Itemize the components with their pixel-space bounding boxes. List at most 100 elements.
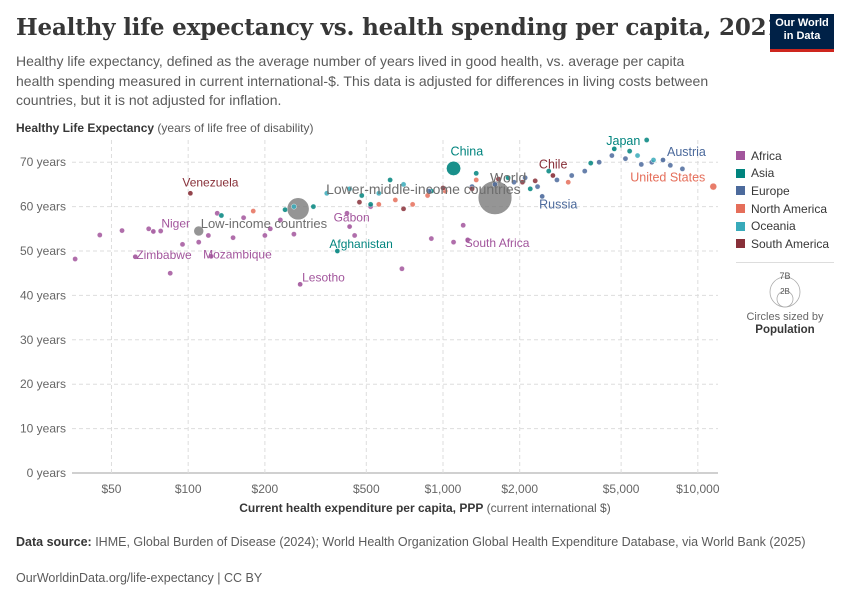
y-tick-label: 50 years xyxy=(20,244,66,258)
footer-url[interactable]: OurWorldinData.org/life-expectancy | CC … xyxy=(16,571,263,585)
y-tick-label: 60 years xyxy=(20,200,66,214)
data-point xyxy=(262,232,268,239)
data-point xyxy=(473,177,480,183)
legend-label: Africa xyxy=(751,148,782,163)
legend-item-asia[interactable]: Asia xyxy=(736,165,829,183)
data-point xyxy=(424,192,431,199)
data-point xyxy=(527,186,534,192)
data-point xyxy=(145,225,152,232)
y-tick-label: 20 years xyxy=(20,377,66,391)
point-label-zimbabwe: Zimbabwe xyxy=(136,248,192,262)
data-point xyxy=(622,155,629,162)
x-tick-label: $100 xyxy=(175,482,202,496)
data-point-niger xyxy=(150,228,157,235)
aggregate-label-low-income-countries: Low-income countries xyxy=(201,216,328,231)
data-point xyxy=(205,232,212,239)
x-tick-label: $5,000 xyxy=(603,482,640,496)
data-point xyxy=(532,178,538,184)
data-point xyxy=(409,201,416,208)
legend-item-africa[interactable]: Africa xyxy=(736,147,829,165)
data-point-united-states xyxy=(709,182,718,191)
point-label-south-africa: South Africa xyxy=(465,236,530,250)
owid-logo[interactable]: Our World in Data xyxy=(770,14,834,52)
y-axis-title: Healthy Life Expectancy (years of life f… xyxy=(16,121,313,135)
chart-subtitle: Healthy life expectancy, defined as the … xyxy=(16,53,709,108)
source-label: Data source: xyxy=(16,535,92,549)
data-point xyxy=(609,152,615,159)
data-point xyxy=(324,190,330,197)
data-point xyxy=(400,181,407,188)
legend-swatch xyxy=(736,186,745,196)
data-point xyxy=(638,161,645,168)
data-point-russia xyxy=(539,193,546,200)
size-legend-big-label: 7B xyxy=(779,271,790,281)
legend-label: Europe xyxy=(751,183,790,198)
data-point xyxy=(554,177,560,183)
data-point xyxy=(511,179,517,185)
data-point-chile xyxy=(550,172,556,179)
aggregate-label-lower-middle-income-countries: Lower-middle-income countries xyxy=(326,181,521,197)
data-point-lesotho xyxy=(297,281,303,288)
point-label-gabon: Gabon xyxy=(334,211,370,225)
aggregate-point-world xyxy=(477,180,513,215)
data-point xyxy=(392,197,399,203)
data-point xyxy=(495,176,502,182)
data-point xyxy=(344,210,350,217)
point-label-chile: Chile xyxy=(539,158,568,172)
x-tick-label: $2,000 xyxy=(501,482,538,496)
point-label-china: China xyxy=(451,144,484,158)
legend-swatch xyxy=(736,239,745,249)
point-label-niger: Niger xyxy=(161,216,190,230)
legend-item-oceania[interactable]: Oceania xyxy=(736,217,829,235)
data-point-mozambique xyxy=(208,253,214,260)
data-point xyxy=(450,239,457,245)
size-legend-icon: 7B 2B xyxy=(769,271,801,308)
data-point xyxy=(387,177,393,183)
x-tick-label: $500 xyxy=(353,482,380,496)
size-caption-bold: Population xyxy=(755,324,815,336)
legend-item-north-america[interactable]: North America xyxy=(736,200,829,218)
legend-item-south-america[interactable]: South America xyxy=(736,235,829,253)
logo-line-2: in Data xyxy=(783,30,821,42)
data-point xyxy=(469,186,475,192)
data-point xyxy=(545,168,552,174)
x-axis-title: Current health expenditure per capita, P… xyxy=(0,501,850,515)
region-legend: Africa Asia Europe North America Oceania… xyxy=(736,147,829,253)
data-point xyxy=(460,222,466,229)
data-point xyxy=(230,234,236,241)
size-legend-caption: Circles sized by Population xyxy=(736,311,834,337)
point-label-lesotho: Lesotho xyxy=(302,270,345,284)
y-tick-label: 70 years xyxy=(20,155,66,169)
aggregate-point-low-income-countries xyxy=(193,225,205,237)
data-point xyxy=(282,206,288,213)
x-axis-title-bold: Current health expenditure per capita, P… xyxy=(239,501,484,515)
data-point-venezuela xyxy=(187,190,194,197)
data-point xyxy=(519,179,526,185)
data-point xyxy=(634,152,641,159)
x-tick-label: $200 xyxy=(252,482,279,496)
x-tick-label: $50 xyxy=(101,482,121,496)
data-point xyxy=(492,181,498,188)
data-point xyxy=(351,232,358,239)
data-point-japan xyxy=(611,146,618,152)
data-point-afghanistan xyxy=(334,248,341,254)
data-point xyxy=(376,190,382,197)
data-point xyxy=(195,239,202,245)
data-point xyxy=(643,137,650,143)
legend-label: South America xyxy=(751,236,830,251)
legend-swatch xyxy=(736,204,745,214)
data-point xyxy=(376,201,382,208)
data-point-china xyxy=(446,161,461,176)
data-point-austria xyxy=(660,157,666,163)
legend-swatch xyxy=(736,221,745,231)
data-point xyxy=(505,174,511,181)
legend-item-europe[interactable]: Europe xyxy=(736,182,829,200)
chart-title: Healthy life expectancy vs. health spend… xyxy=(16,14,783,41)
data-source: Data source: IHME, Global Burden of Dise… xyxy=(16,534,816,550)
x-axis-title-unit: (current international $) xyxy=(483,501,611,515)
data-point xyxy=(250,208,257,214)
data-point xyxy=(581,168,588,174)
data-point xyxy=(267,225,274,232)
y-tick-label: 10 years xyxy=(20,422,66,436)
